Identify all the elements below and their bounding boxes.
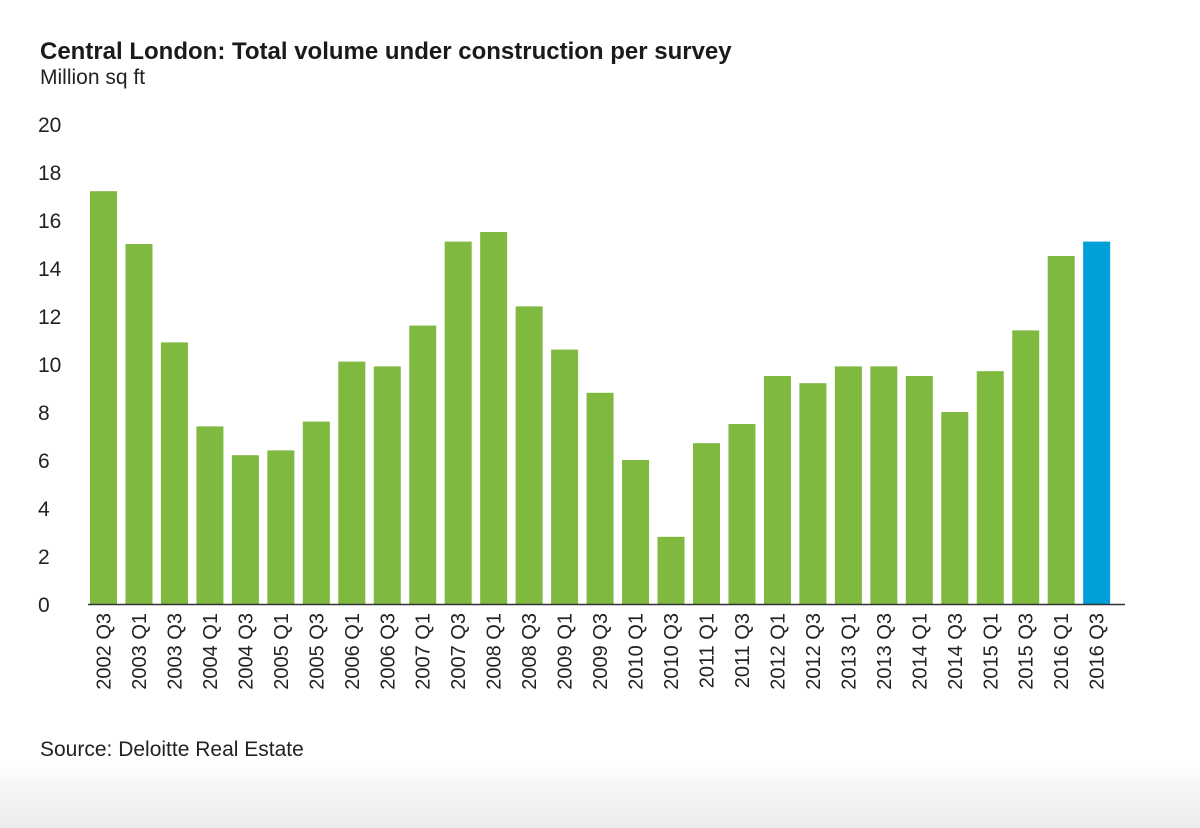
x-tick-label: 2005 Q3	[306, 613, 328, 690]
y-tick-label: 0	[38, 594, 50, 617]
x-tick-label: 2002 Q3	[94, 613, 116, 690]
x-axis-labels: 2002 Q3 2003 Q1 2003 Q3 2004 Q1 2004 Q3 2005 …	[94, 613, 1109, 690]
x-tick-label: 2010 Q3	[661, 613, 683, 690]
bar-2016-q3	[1083, 241, 1111, 604]
bar-2014-q3	[941, 412, 969, 604]
bar-2013-q3	[870, 366, 898, 604]
bar-2010-q1	[622, 460, 650, 604]
bar-2006-q1	[338, 361, 366, 604]
y-tick-label: 8	[38, 402, 50, 425]
x-tick-label: 2007 Q3	[448, 613, 470, 690]
bar-2015-q3	[1012, 330, 1040, 604]
bar-2011-q1	[692, 443, 720, 604]
bar-2009-q3	[586, 392, 614, 604]
x-tick-label: 2008 Q1	[484, 613, 506, 690]
x-tick-label: 2015 Q1	[980, 613, 1002, 690]
x-tick-label: 2003 Q1	[129, 613, 151, 690]
bar-2012-q3	[799, 383, 827, 604]
y-tick-label: 16	[38, 210, 61, 233]
bar-2005-q1	[267, 450, 295, 604]
bar-2009-q1	[551, 349, 579, 604]
bar-2004-q1	[196, 426, 224, 604]
x-tick-label: 2015 Q3	[1016, 613, 1038, 690]
bar-2006-q3	[373, 366, 401, 604]
x-tick-label: 2013 Q3	[874, 613, 896, 690]
y-tick-label: 10	[38, 354, 61, 377]
x-tick-label: 2012 Q1	[767, 613, 789, 690]
bar-2016-q1	[1047, 256, 1075, 604]
bar-2002-q3	[90, 191, 117, 604]
y-tick-label: 4	[38, 498, 50, 521]
bar-2010-q3	[657, 536, 685, 604]
x-tick-label: 2003 Q3	[164, 613, 186, 690]
x-tick-label: 2006 Q1	[342, 613, 364, 690]
bar-2008-q3	[515, 306, 543, 604]
y-tick-label: 12	[38, 306, 61, 329]
bar-2014-q1	[905, 376, 933, 604]
x-tick-label: 2009 Q3	[590, 613, 612, 690]
x-tick-label: 2016 Q1	[1051, 613, 1073, 690]
x-tick-label: 2007 Q1	[413, 613, 435, 690]
x-tick-label: 2016 Q3	[1087, 613, 1109, 690]
bar-2005-q3	[302, 421, 330, 604]
x-tick-label: 2009 Q1	[555, 613, 577, 690]
x-tick-label: 2010 Q1	[626, 613, 648, 690]
bar-2007-q1	[409, 325, 437, 604]
bars-group	[90, 191, 1111, 604]
bar-2013-q1	[834, 366, 862, 604]
x-tick-label: 2014 Q1	[909, 613, 931, 690]
y-tick-label: 2	[38, 546, 50, 569]
x-tick-label: 2012 Q3	[803, 613, 825, 690]
x-tick-label: 2011 Q1	[696, 613, 718, 688]
y-tick-label: 6	[38, 450, 50, 473]
bar-2015-q1	[976, 371, 1004, 604]
bar-2003-q3	[160, 342, 188, 604]
y-tick-label: 20	[38, 114, 61, 137]
x-tick-label: 2014 Q3	[945, 613, 967, 690]
x-tick-label: 2006 Q3	[377, 613, 399, 690]
bar-2008-q1	[480, 232, 508, 604]
bar-2003-q1	[125, 244, 153, 604]
x-tick-label: 2008 Q3	[519, 613, 541, 690]
x-tick-label: 2004 Q3	[235, 613, 257, 690]
bar-2004-q3	[231, 455, 259, 604]
x-tick-label: 2004 Q1	[200, 613, 222, 690]
bar-2012-q1	[763, 376, 791, 604]
chart-title: Central London: Total volume under const…	[40, 38, 732, 65]
y-tick-label: 18	[38, 162, 61, 185]
x-tick-label: 2013 Q1	[838, 613, 860, 690]
x-tick-label: 2011 Q3	[732, 613, 754, 688]
chart-subtitle: Million sq ft	[40, 66, 146, 89]
bar-2007-q3	[444, 241, 472, 604]
bar-2011-q3	[728, 424, 756, 604]
x-tick-label: 2005 Q1	[271, 613, 293, 690]
source-note: Source: Deloitte Real Estate	[40, 738, 304, 761]
y-tick-label: 14	[38, 258, 62, 281]
y-axis-ticks: 0 2 4 6 8 10 12 14 16 18 20	[38, 114, 62, 617]
